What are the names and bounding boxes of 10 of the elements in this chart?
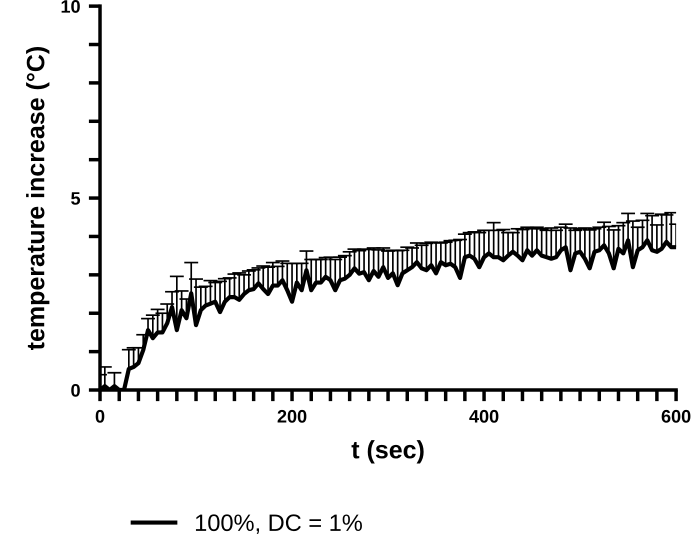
- y-tick-label: 5: [71, 192, 80, 205]
- x-tick-label: 400: [469, 410, 498, 423]
- x-axis-title: t (sec): [352, 440, 424, 464]
- x-tick-label: 200: [278, 410, 306, 423]
- x-tick-label: 600: [662, 410, 690, 423]
- y-tick-label: 10: [62, 0, 80, 13]
- y-tick-label: 0: [71, 384, 80, 397]
- x-tick-label: 0: [96, 410, 104, 423]
- legend-label: 100%, DC = 1%: [196, 514, 362, 534]
- y-axis-title: temperature increase (°C): [26, 47, 50, 350]
